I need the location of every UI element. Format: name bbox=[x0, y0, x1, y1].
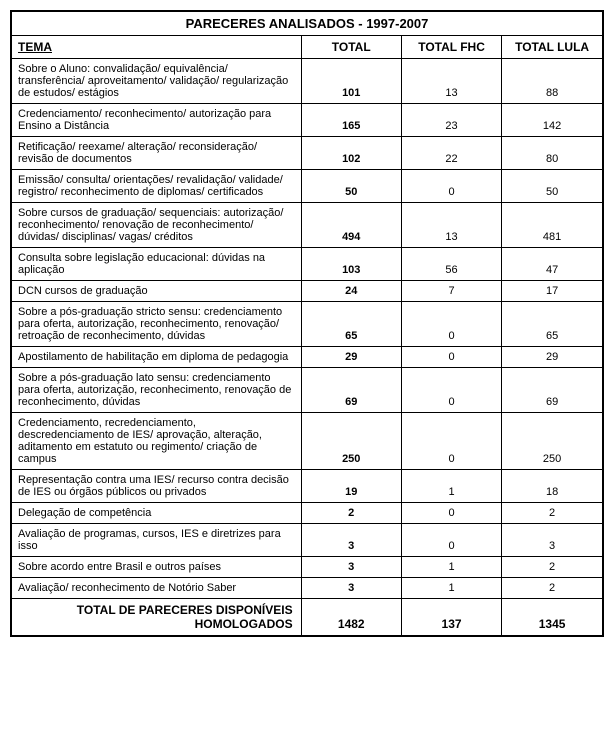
cell-lula: 80 bbox=[502, 137, 602, 170]
cell-fhc: 0 bbox=[401, 302, 501, 347]
cell-tema: Emissão/ consulta/ orientações/ revalida… bbox=[12, 170, 301, 203]
pareceres-table-wrapper: PARECERES ANALISADOS - 1997-2007 TEMA TO… bbox=[10, 10, 604, 637]
table-row: Delegação de competência202 bbox=[12, 503, 602, 524]
cell-tema: Apostilamento de habilitação em diploma … bbox=[12, 347, 301, 368]
table-row: Sobre a pós-graduação stricto sensu: cre… bbox=[12, 302, 602, 347]
footer-label: TOTAL DE PARECERES DISPONÍVEIS HOMOLOGAD… bbox=[12, 599, 301, 636]
cell-tema: Retificação/ reexame/ alteração/ reconsi… bbox=[12, 137, 301, 170]
cell-fhc: 7 bbox=[401, 281, 501, 302]
title-row: PARECERES ANALISADOS - 1997-2007 bbox=[12, 12, 602, 36]
cell-lula: 250 bbox=[502, 413, 602, 470]
table-row: Retificação/ reexame/ alteração/ reconsi… bbox=[12, 137, 602, 170]
cell-lula: 17 bbox=[502, 281, 602, 302]
cell-total: 69 bbox=[301, 368, 401, 413]
table-row: Avaliação/ reconhecimento de Notório Sab… bbox=[12, 578, 602, 599]
cell-fhc: 0 bbox=[401, 368, 501, 413]
cell-total: 19 bbox=[301, 470, 401, 503]
cell-fhc: 1 bbox=[401, 578, 501, 599]
table-row: Consulta sobre legislação educacional: d… bbox=[12, 248, 602, 281]
cell-total: 102 bbox=[301, 137, 401, 170]
cell-tema: Sobre cursos de graduação/ sequenciais: … bbox=[12, 203, 301, 248]
cell-total: 250 bbox=[301, 413, 401, 470]
cell-fhc: 1 bbox=[401, 470, 501, 503]
cell-lula: 2 bbox=[502, 578, 602, 599]
table-row: DCN cursos de graduação24717 bbox=[12, 281, 602, 302]
cell-tema: Credenciamento/ reconhecimento/ autoriza… bbox=[12, 104, 301, 137]
cell-lula: 50 bbox=[502, 170, 602, 203]
cell-tema: Sobre a pós-graduação lato sensu: creden… bbox=[12, 368, 301, 413]
cell-tema: Representação contra uma IES/ recurso co… bbox=[12, 470, 301, 503]
cell-total: 65 bbox=[301, 302, 401, 347]
cell-lula: 481 bbox=[502, 203, 602, 248]
cell-fhc: 1 bbox=[401, 557, 501, 578]
cell-total: 101 bbox=[301, 59, 401, 104]
cell-tema: Avaliação de programas, cursos, IES e di… bbox=[12, 524, 301, 557]
cell-lula: 18 bbox=[502, 470, 602, 503]
table-row: Sobre o Aluno: convalidação/ equivalênci… bbox=[12, 59, 602, 104]
cell-tema: Credenciamento, recredenciamento, descre… bbox=[12, 413, 301, 470]
cell-tema: Sobre acordo entre Brasil e outros paíse… bbox=[12, 557, 301, 578]
pareceres-table: PARECERES ANALISADOS - 1997-2007 TEMA TO… bbox=[12, 12, 602, 635]
table-row: Avaliação de programas, cursos, IES e di… bbox=[12, 524, 602, 557]
cell-total: 24 bbox=[301, 281, 401, 302]
table-row: Emissão/ consulta/ orientações/ revalida… bbox=[12, 170, 602, 203]
col-header-total: TOTAL bbox=[301, 36, 401, 59]
cell-fhc: 23 bbox=[401, 104, 501, 137]
table-row: Representação contra uma IES/ recurso co… bbox=[12, 470, 602, 503]
table-title: PARECERES ANALISADOS - 1997-2007 bbox=[12, 12, 602, 36]
footer-row: TOTAL DE PARECERES DISPONÍVEIS HOMOLOGAD… bbox=[12, 599, 602, 636]
cell-fhc: 0 bbox=[401, 413, 501, 470]
cell-fhc: 0 bbox=[401, 170, 501, 203]
table-row: Sobre a pós-graduação lato sensu: creden… bbox=[12, 368, 602, 413]
table-row: Credenciamento, recredenciamento, descre… bbox=[12, 413, 602, 470]
cell-lula: 88 bbox=[502, 59, 602, 104]
cell-total: 103 bbox=[301, 248, 401, 281]
cell-fhc: 13 bbox=[401, 203, 501, 248]
cell-total: 2 bbox=[301, 503, 401, 524]
cell-total: 29 bbox=[301, 347, 401, 368]
cell-lula: 47 bbox=[502, 248, 602, 281]
cell-fhc: 0 bbox=[401, 524, 501, 557]
cell-lula: 65 bbox=[502, 302, 602, 347]
table-row: Apostilamento de habilitação em diploma … bbox=[12, 347, 602, 368]
footer-lula: 1345 bbox=[502, 599, 602, 636]
cell-total: 3 bbox=[301, 524, 401, 557]
cell-tema: Avaliação/ reconhecimento de Notório Sab… bbox=[12, 578, 301, 599]
cell-total: 165 bbox=[301, 104, 401, 137]
cell-total: 3 bbox=[301, 557, 401, 578]
footer-total: 1482 bbox=[301, 599, 401, 636]
cell-fhc: 0 bbox=[401, 347, 501, 368]
cell-fhc: 22 bbox=[401, 137, 501, 170]
cell-total: 50 bbox=[301, 170, 401, 203]
cell-lula: 2 bbox=[502, 557, 602, 578]
cell-tema: DCN cursos de graduação bbox=[12, 281, 301, 302]
cell-total: 3 bbox=[301, 578, 401, 599]
footer-fhc: 137 bbox=[401, 599, 501, 636]
cell-lula: 142 bbox=[502, 104, 602, 137]
col-header-fhc: TOTAL FHC bbox=[401, 36, 501, 59]
cell-fhc: 0 bbox=[401, 503, 501, 524]
col-header-lula: TOTAL LULA bbox=[502, 36, 602, 59]
cell-lula: 29 bbox=[502, 347, 602, 368]
cell-lula: 3 bbox=[502, 524, 602, 557]
cell-total: 494 bbox=[301, 203, 401, 248]
cell-tema: Sobre o Aluno: convalidação/ equivalênci… bbox=[12, 59, 301, 104]
cell-tema: Sobre a pós-graduação stricto sensu: cre… bbox=[12, 302, 301, 347]
table-row: Credenciamento/ reconhecimento/ autoriza… bbox=[12, 104, 602, 137]
cell-lula: 2 bbox=[502, 503, 602, 524]
cell-lula: 69 bbox=[502, 368, 602, 413]
header-row: TEMA TOTAL TOTAL FHC TOTAL LULA bbox=[12, 36, 602, 59]
table-row: Sobre cursos de graduação/ sequenciais: … bbox=[12, 203, 602, 248]
table-row: Sobre acordo entre Brasil e outros paíse… bbox=[12, 557, 602, 578]
cell-fhc: 56 bbox=[401, 248, 501, 281]
cell-tema: Delegação de competência bbox=[12, 503, 301, 524]
cell-fhc: 13 bbox=[401, 59, 501, 104]
col-header-tema: TEMA bbox=[12, 36, 301, 59]
cell-tema: Consulta sobre legislação educacional: d… bbox=[12, 248, 301, 281]
